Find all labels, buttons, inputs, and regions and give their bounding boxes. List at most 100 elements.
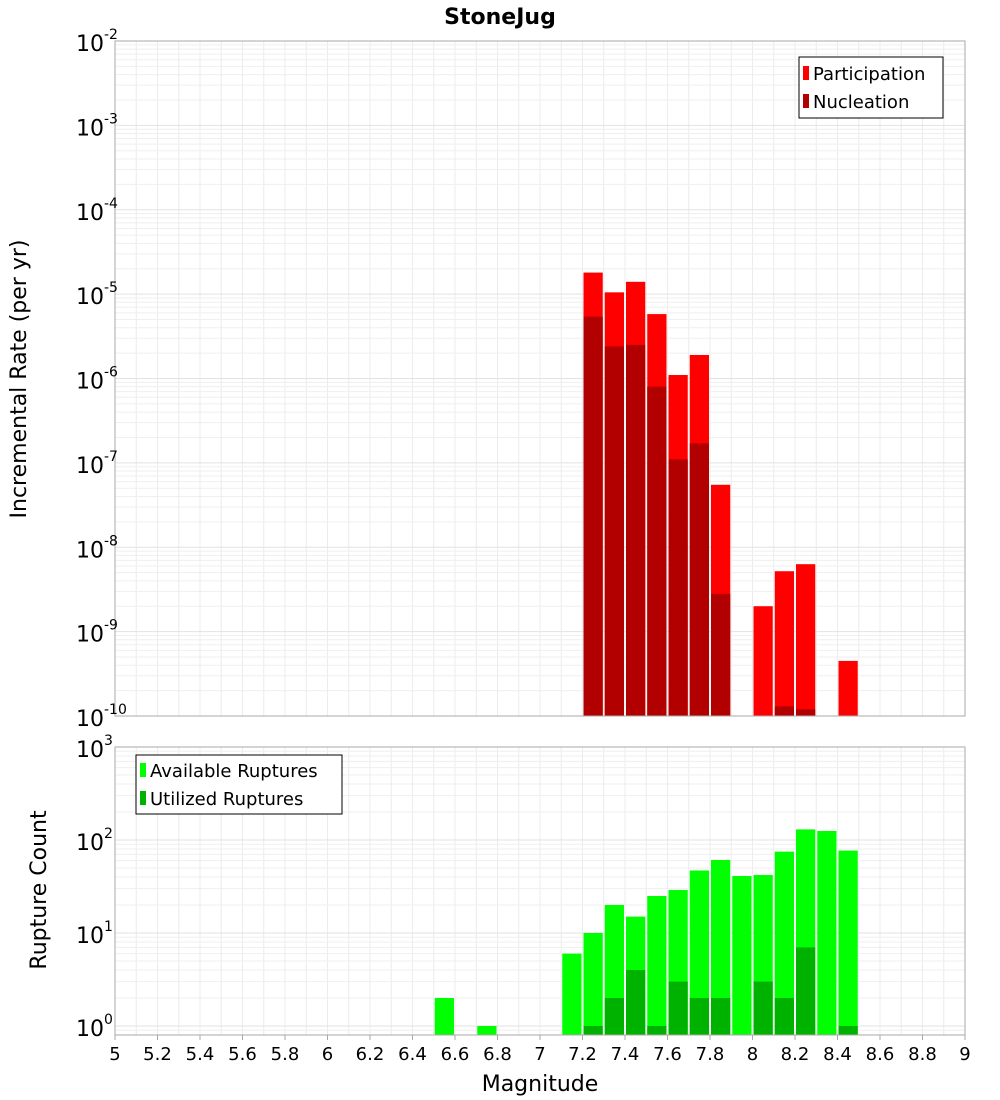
bar-available-ruptures — [477, 1025, 497, 1035]
y-tick-label-base: 10 — [76, 924, 104, 949]
bar-participation — [774, 571, 794, 716]
x-tick-label: 6.6 — [441, 1044, 470, 1065]
y-tick-label-exponent: -4 — [104, 196, 118, 212]
bottom-plot-bars — [434, 829, 858, 1035]
x-tick-labels: 5 5.2 5.4 5.6 5.8 6 6.2 6.4 6.6 6.8 7 7.2 7.4 7.6 7.8 8… — [109, 1035, 971, 1065]
y-tick-label-exponent: -9 — [104, 618, 118, 634]
bar-available-ruptures — [838, 850, 858, 1035]
bar-nucleation — [626, 344, 646, 716]
bottom-y-axis-title: Rupture Count — [27, 810, 52, 970]
bar-utilized-ruptures — [604, 997, 624, 1035]
bar-utilized-ruptures — [774, 997, 794, 1035]
legend-label-available-ruptures: Available Ruptures — [150, 761, 318, 782]
x-tick-label: 5.8 — [271, 1044, 300, 1065]
bar-available-ruptures — [583, 932, 603, 1035]
bar-participation — [796, 564, 816, 716]
x-tick-label: 7.2 — [568, 1044, 597, 1065]
x-tick-label: 8.8 — [908, 1044, 937, 1065]
y-tick-label-exponent: -6 — [104, 365, 118, 381]
bar-utilized-ruptures — [689, 997, 709, 1035]
bar-available-ruptures — [562, 953, 582, 1035]
bar-available-ruptures — [647, 895, 667, 1035]
bar-utilized-ruptures — [838, 1025, 858, 1035]
legend-swatch-participation — [803, 66, 809, 80]
top-legend: Participation Nucleation — [798, 56, 944, 119]
x-tick-label: 7 — [534, 1044, 545, 1065]
y-tick-label-exponent: -5 — [104, 280, 118, 296]
bar-utilized-ruptures — [753, 981, 773, 1035]
y-tick-label-exponent: 0 — [104, 1012, 113, 1028]
x-tick-label: 5.2 — [143, 1044, 172, 1065]
x-tick-label: 6.4 — [398, 1044, 427, 1065]
y-tick-label-base: 10 — [76, 116, 104, 141]
bar-available-ruptures — [817, 830, 837, 1035]
x-tick-label: 8 — [747, 1044, 758, 1065]
y-tick-label-base: 10 — [76, 831, 104, 856]
bar-utilized-ruptures — [668, 981, 688, 1035]
bottom-legend: Available Ruptures Utilized Ruptures — [135, 754, 343, 815]
chart-title: StoneJug — [444, 5, 556, 30]
bar-nucleation — [711, 593, 731, 716]
legend-label-utilized-ruptures: Utilized Ruptures — [150, 789, 303, 810]
y-tick-label-base: 10 — [76, 1017, 104, 1042]
x-tick-label: 6.2 — [356, 1044, 385, 1065]
bar-nucleation — [796, 709, 816, 716]
y-tick-label-exponent: 2 — [104, 826, 113, 842]
x-axis-title: Magnitude — [482, 1072, 599, 1097]
top-y-axis-title: Incremental Rate (per yr) — [7, 240, 32, 519]
x-tick-label: 5.4 — [186, 1044, 215, 1065]
bar-available-ruptures — [689, 870, 709, 1035]
x-tick-label: 8.4 — [823, 1044, 852, 1065]
bar-available-ruptures — [434, 997, 454, 1035]
legend-swatch-available-ruptures — [140, 763, 146, 777]
bar-utilized-ruptures — [796, 947, 816, 1035]
bar-nucleation — [647, 386, 667, 716]
bar-nucleation — [689, 443, 709, 716]
bottom-legend-box — [135, 754, 343, 815]
y-tick-label-exponent: 3 — [104, 733, 113, 749]
y-tick-label-base: 10 — [76, 738, 104, 763]
bar-nucleation — [583, 316, 603, 716]
bar-utilized-ruptures — [647, 1025, 667, 1035]
y-tick-label-exponent: -10 — [104, 702, 127, 718]
y-tick-label-base: 10 — [76, 32, 104, 57]
top-plot-grid — [114, 41, 966, 717]
y-tick-label-base: 10 — [76, 201, 104, 226]
y-tick-label-exponent: -7 — [104, 449, 118, 465]
bar-utilized-ruptures — [626, 969, 646, 1035]
bar-nucleation — [604, 346, 624, 716]
bar-nucleation — [774, 706, 794, 716]
y-tick-label-base: 10 — [76, 285, 104, 310]
bar-available-ruptures — [711, 859, 731, 1035]
legend-swatch-utilized-ruptures — [140, 791, 146, 805]
legend-label-participation: Participation — [813, 64, 925, 85]
x-tick-label: 5 — [109, 1044, 120, 1065]
y-tick-label-base: 10 — [76, 707, 104, 732]
bar-participation — [838, 660, 858, 716]
y-tick-label-base: 10 — [76, 623, 104, 648]
x-tick-label: 7.4 — [611, 1044, 640, 1065]
x-tick-label: 7.8 — [696, 1044, 725, 1065]
x-tick-label: 6 — [322, 1044, 333, 1065]
top-legend-box — [798, 56, 944, 119]
y-tick-label-exponent: -3 — [104, 111, 118, 127]
y-tick-label-exponent: 1 — [104, 919, 113, 935]
y-tick-label-exponent: -2 — [104, 27, 118, 43]
bar-nucleation — [668, 459, 688, 716]
y-tick-label-base: 10 — [76, 454, 104, 479]
bar-utilized-ruptures — [583, 1025, 603, 1035]
top-plot-bars — [583, 272, 858, 716]
legend-label-nucleation: Nucleation — [813, 92, 909, 113]
x-tick-label: 5.6 — [228, 1044, 257, 1065]
legend-swatch-nucleation — [803, 94, 809, 108]
bar-available-ruptures — [774, 851, 794, 1035]
y-tick-label-base: 10 — [76, 538, 104, 563]
x-tick-label: 9 — [959, 1044, 970, 1065]
y-tick-label-base: 10 — [76, 370, 104, 395]
x-tick-label: 8.2 — [781, 1044, 810, 1065]
bar-participation — [753, 606, 773, 716]
top-plot-frame — [114, 40, 966, 717]
x-tick-label: 8.6 — [866, 1044, 895, 1065]
